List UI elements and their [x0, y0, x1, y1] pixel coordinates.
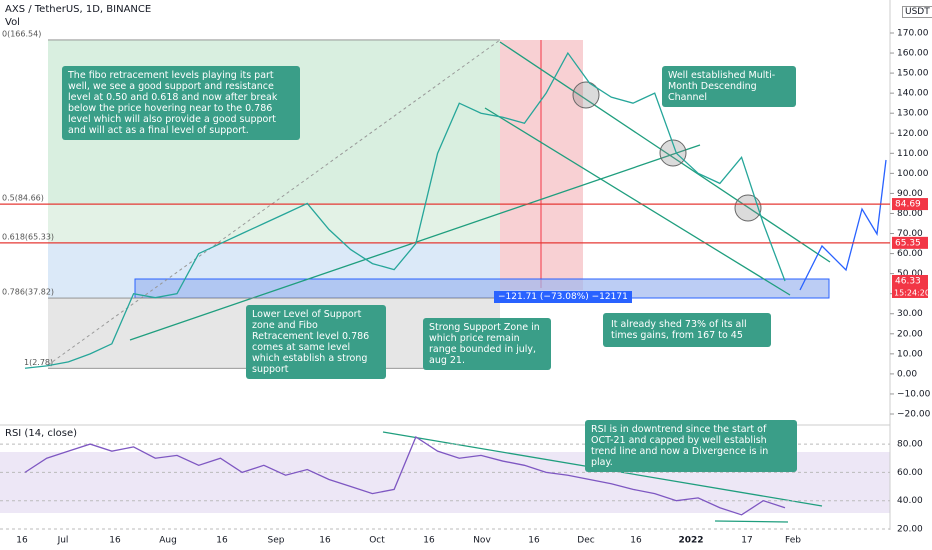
fib-label: 0.786(37.82) [2, 288, 54, 297]
rsi-tick-label: 60.00 [897, 468, 923, 478]
note: RSI is in downtrend since the start of O… [585, 420, 797, 472]
rsi-tick-label: 80.00 [897, 440, 923, 450]
fib-label: 1(2.78) [24, 358, 53, 367]
x-tick-label: 17 [741, 536, 752, 546]
diagonal [47, 39, 501, 366]
price-tag [892, 274, 928, 287]
y-tick-label: 80.00 [897, 209, 923, 219]
circle [572, 81, 600, 109]
x-tick-label: 16 [423, 536, 435, 546]
y-tick-label: 30.00 [897, 309, 923, 319]
rsi-line [24, 436, 786, 516]
price-tag-label: 65.35 [895, 238, 921, 248]
measure-label: −121.71 (−73.08%) −12171 [494, 291, 632, 303]
countdown-bg [892, 286, 928, 298]
x-tick-label: Oct [369, 536, 385, 546]
x-tick-label: 16 [319, 536, 331, 546]
channel-top [499, 41, 831, 263]
y-tick-label: −20.00 [897, 410, 931, 420]
note: It already shed 73% of its all times gai… [603, 313, 771, 347]
y-tick-label: 20.00 [897, 329, 923, 339]
fib-label: 0.5(84.66) [2, 194, 44, 203]
projection [799, 159, 887, 291]
price-tag [892, 236, 928, 249]
circle [734, 194, 762, 222]
x-tick-label: 2022 [678, 536, 703, 546]
y-tick-label: 50.00 [897, 269, 923, 279]
x-tick-label: Dec [577, 536, 594, 546]
y-tick-label: 90.00 [897, 189, 923, 199]
x-tick-label: Aug [159, 536, 177, 546]
channel-bottom [484, 107, 791, 296]
x-tick-label: Jul [57, 536, 69, 546]
x-tick-label: 16 [109, 536, 121, 546]
y-tick-label: 150.00 [897, 69, 929, 79]
price-line [24, 51, 786, 369]
y-tick-label: 170.00 [897, 29, 929, 39]
vol-label: Vol [5, 17, 20, 28]
rsi-title: RSI (14, close) [5, 428, 78, 439]
y-tick-label: 0.00 [897, 369, 917, 379]
x-tick-label: Feb [785, 536, 801, 546]
x-tick-label: Sep [268, 536, 285, 546]
fib-label: 0(166.54) [2, 29, 41, 38]
x-tick-label: 16 [528, 536, 540, 546]
note: Lower Level of Support zone and Fibo Ret… [246, 305, 386, 379]
title: AXS / TetherUS, 1D, BINANCE [5, 4, 152, 15]
note: The fibo retracement levels playing its … [62, 66, 300, 140]
y-tick-label: 70.00 [897, 229, 923, 239]
x-tick-label: 16 [16, 536, 28, 546]
support-zone [134, 278, 830, 299]
y-tick-label: 140.00 [897, 89, 929, 99]
price-tag-label: 84.69 [895, 200, 921, 210]
y-tick-label: 60.00 [897, 249, 923, 259]
y-tick-label: −10.00 [897, 389, 931, 399]
fib-label: 0.618(65.33) [2, 232, 54, 241]
note: Strong Support Zone in which price remai… [423, 318, 551, 370]
rsi-divergence [714, 520, 789, 523]
fib-zone [48, 204, 500, 243]
x-tick-label: 16 [216, 536, 228, 546]
rsi-tick-label: 20.00 [897, 525, 923, 535]
y-tick-label: 100.00 [897, 169, 929, 179]
circle [659, 139, 687, 167]
y-tick-label: 110.00 [897, 149, 929, 159]
y-tick-label: 130.00 [897, 109, 929, 119]
price-tag-label: 46.33 [895, 276, 921, 286]
y-tick-label: 160.00 [897, 49, 929, 59]
x-tick-label: Nov [473, 536, 491, 546]
y-tick-label: 10.00 [897, 349, 923, 359]
countdown: 15:24:20 [894, 288, 930, 297]
y-tick-label: 120.00 [897, 129, 929, 139]
note: Well established Multi-Month Descending … [662, 66, 796, 107]
currency: USDT [902, 6, 932, 18]
price-tag [892, 198, 928, 211]
x-tick-label: 16 [630, 536, 642, 546]
rsi-tick-label: 40.00 [897, 496, 923, 506]
